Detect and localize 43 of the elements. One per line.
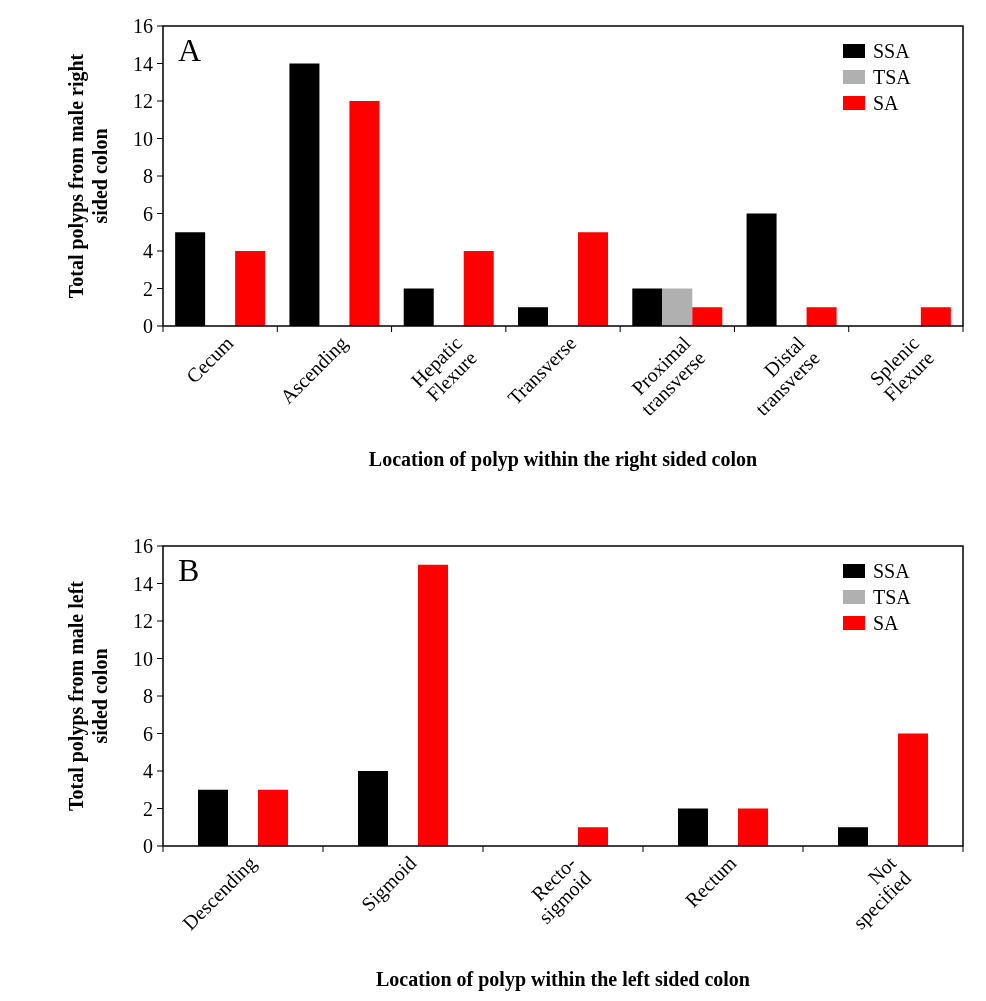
y-tick-label: 10 (133, 647, 153, 670)
y-tick-label: 14 (133, 572, 153, 595)
y-axis-title: Total polyps from male left sided colon (65, 580, 111, 811)
y-tick-label: 10 (133, 127, 153, 150)
y-tick-label: 4 (143, 240, 153, 262)
y-tick-label: 12 (133, 610, 153, 632)
bar (578, 827, 608, 846)
y-tick-label: 8 (143, 165, 153, 187)
y-tick-label: 12 (133, 90, 153, 112)
chart-title: B (178, 552, 200, 588)
bar (806, 307, 837, 326)
y-tick-label: 2 (143, 797, 153, 820)
legend-label: TSA (873, 586, 912, 608)
y-tick-label: 0 (143, 835, 153, 857)
bar (692, 307, 723, 326)
y-tick-label: 0 (143, 315, 153, 337)
bar (898, 733, 928, 846)
bar (349, 101, 380, 326)
bar (662, 288, 693, 326)
bar (258, 789, 288, 846)
y-tick-label: 16 (133, 15, 153, 37)
legend-label: SSA (873, 560, 911, 582)
bar (463, 251, 494, 326)
y-tick-label: 6 (143, 722, 153, 745)
bar (920, 307, 951, 326)
y-tick-label: 16 (133, 535, 153, 557)
y-axis-title: Total polyps from male right sided colon (65, 53, 111, 299)
chart-title: A (178, 32, 202, 68)
legend-label: TSA (873, 66, 912, 88)
x-axis-title: Location of polyp within the left sided colon (376, 968, 750, 991)
bar (235, 251, 266, 326)
y-tick-label: 2 (143, 277, 153, 300)
y-tick-label: 14 (133, 52, 153, 75)
bar (738, 808, 768, 846)
legend-label: SA (873, 92, 900, 114)
y-tick-label: 8 (143, 685, 153, 707)
y-tick-label: 6 (143, 202, 153, 225)
y-tick-label: 4 (143, 760, 153, 782)
legend-label: SA (873, 612, 900, 634)
bar (578, 232, 608, 326)
bar (418, 564, 448, 846)
legend-label: SSA (873, 40, 911, 62)
x-axis-title: Location of polyp within the right sided colon (368, 448, 758, 471)
